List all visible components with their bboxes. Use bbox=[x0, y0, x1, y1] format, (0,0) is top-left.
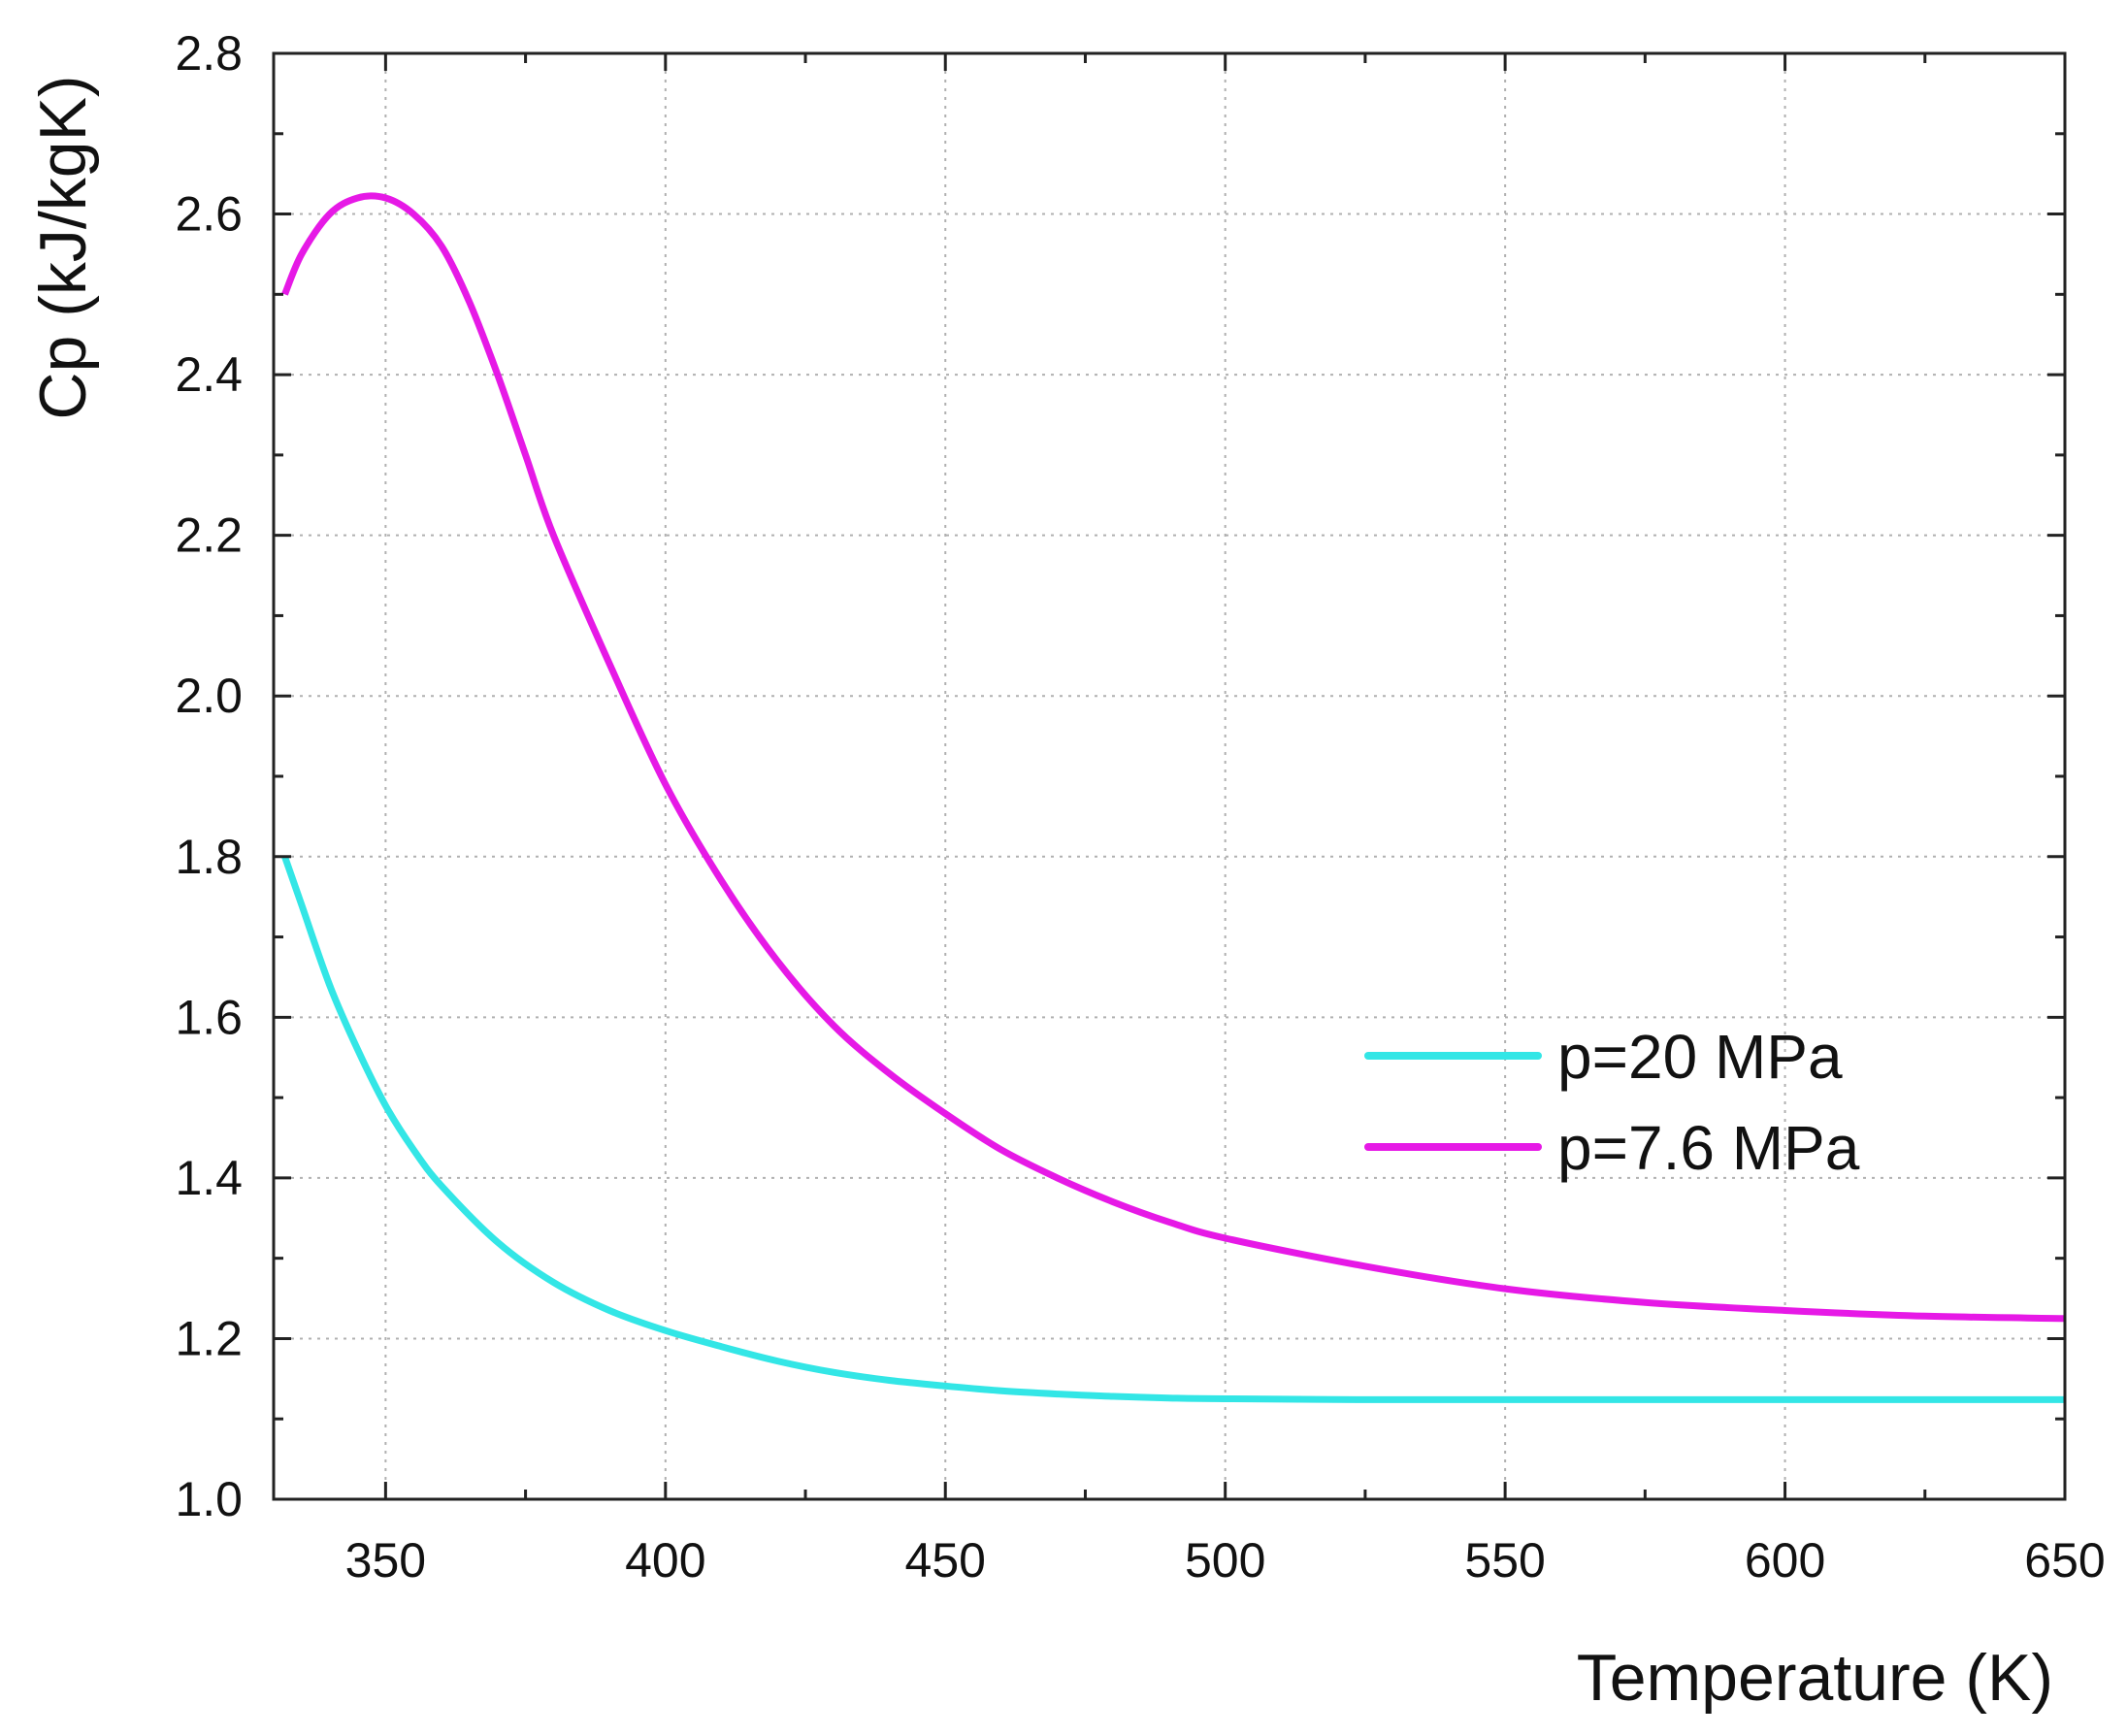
series-line-p20 bbox=[281, 855, 2065, 1403]
y-tick-label: 2.6 bbox=[175, 187, 243, 242]
x-tick-label: 600 bbox=[1745, 1533, 1825, 1588]
legend-label-p7-6: p=7.6 MPa bbox=[1557, 1113, 1860, 1183]
legend: p=20 MPa p=7.6 MPa bbox=[1364, 1022, 1860, 1183]
y-tick-label: 1.2 bbox=[175, 1311, 243, 1365]
x-tick-label: 350 bbox=[345, 1533, 426, 1588]
y-tick-label: 2.0 bbox=[175, 669, 243, 723]
x-tick-label: 550 bbox=[1464, 1533, 1545, 1588]
y-tick-label: 1.0 bbox=[175, 1472, 243, 1526]
x-tick-label: 450 bbox=[905, 1533, 986, 1588]
y-tick-label: 2.2 bbox=[175, 508, 243, 563]
series-layer bbox=[281, 192, 2066, 1403]
series-line-p7-6 bbox=[281, 192, 2066, 1323]
x-tick-label: 400 bbox=[625, 1533, 705, 1588]
y-tick-label: 1.6 bbox=[175, 990, 243, 1044]
x-tick-label: 500 bbox=[1185, 1533, 1265, 1588]
x-tick-label: 650 bbox=[2024, 1533, 2105, 1588]
y-tick-label: 1.8 bbox=[175, 830, 243, 884]
y-tick-label: 2.8 bbox=[175, 26, 243, 81]
y-tick-labels: 1.0 1.2 1.4 1.6 1.8 2.0 2.2 2.4 2.6 2.8 bbox=[175, 26, 243, 1526]
x-tick-labels: 350 400 450 500 550 600 650 bbox=[345, 1533, 2106, 1588]
grid bbox=[274, 53, 2066, 1499]
y-axis-title: Cp (kJ/kgK) bbox=[26, 75, 100, 419]
x-axis-title: Temperature (K) bbox=[1577, 1641, 2053, 1715]
legend-label-p20: p=20 MPa bbox=[1557, 1022, 1843, 1092]
ticks bbox=[274, 51, 2067, 1501]
y-tick-label: 2.4 bbox=[175, 347, 243, 402]
y-tick-label: 1.4 bbox=[175, 1151, 243, 1205]
